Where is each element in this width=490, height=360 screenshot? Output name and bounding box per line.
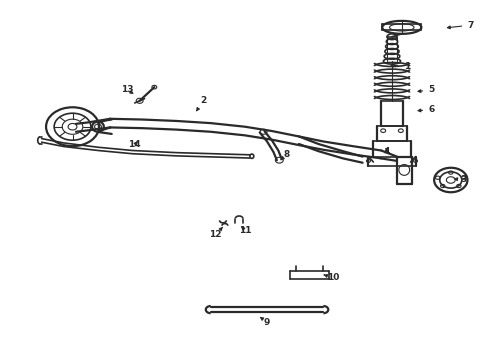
Text: 4: 4: [384, 147, 391, 156]
Text: 6: 6: [418, 105, 434, 114]
Text: 13: 13: [121, 85, 134, 94]
Text: 14: 14: [128, 140, 141, 149]
Text: 9: 9: [261, 318, 270, 327]
Text: 1: 1: [391, 62, 410, 71]
Text: 5: 5: [418, 85, 434, 94]
Text: 2: 2: [196, 96, 206, 111]
Text: 11: 11: [239, 226, 251, 235]
Text: 8: 8: [281, 150, 290, 160]
Text: 3: 3: [454, 175, 466, 184]
Text: 10: 10: [324, 274, 340, 282]
Text: 7: 7: [447, 21, 474, 30]
Text: 12: 12: [209, 227, 222, 239]
